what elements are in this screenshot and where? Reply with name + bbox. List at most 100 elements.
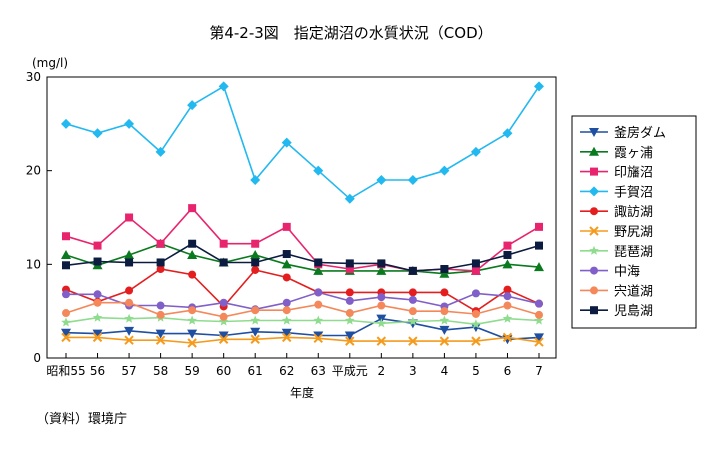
data-point <box>345 288 354 297</box>
legend-swatch-marker <box>590 306 598 315</box>
data-point <box>251 258 260 267</box>
data-point <box>125 213 134 222</box>
data-point <box>125 286 134 295</box>
data-point <box>376 265 387 275</box>
legend-label: 琵琶湖 <box>614 245 653 260</box>
data-point <box>93 298 102 307</box>
x-tick-label: 57 <box>121 364 136 378</box>
data-point <box>503 301 512 310</box>
data-point <box>156 310 165 319</box>
data-point <box>219 298 228 307</box>
data-point <box>218 316 229 326</box>
data-point <box>440 288 449 297</box>
data-point <box>156 258 165 267</box>
data-point <box>440 307 449 316</box>
data-point <box>344 193 355 204</box>
x-tick-label: 昭和55 <box>46 364 85 378</box>
x-tick-label: 7 <box>535 364 543 378</box>
data-point <box>250 249 261 259</box>
data-point <box>439 315 450 325</box>
data-point <box>408 316 418 326</box>
legend-label: 児島湖 <box>614 304 653 319</box>
data-point <box>502 332 513 343</box>
legend-swatch-marker <box>590 167 598 176</box>
data-point <box>314 288 323 297</box>
data-point <box>534 315 544 325</box>
data-point <box>313 315 323 325</box>
data-point <box>408 336 418 346</box>
data-point <box>471 289 480 298</box>
data-point <box>440 265 449 274</box>
data-point <box>124 326 135 336</box>
series-line <box>65 242 540 275</box>
data-point <box>313 331 324 341</box>
data-point <box>125 298 134 307</box>
data-point <box>93 257 102 266</box>
legend-label: 中海 <box>614 265 640 280</box>
data-point <box>62 309 70 318</box>
data-point <box>439 165 450 176</box>
legend-label: 宍道湖 <box>614 284 653 299</box>
data-point <box>188 204 197 213</box>
data-point <box>470 323 481 333</box>
chart-title: 第4-2-3図 指定湖沼の水質状況（COD） <box>209 24 493 42</box>
data-point <box>534 81 544 92</box>
data-point <box>439 268 450 278</box>
data-point <box>92 329 103 339</box>
y-tick-label: 0 <box>33 351 41 365</box>
legend-swatch-marker <box>589 245 599 255</box>
data-point <box>92 312 103 322</box>
y-tick-label: 10 <box>26 257 41 271</box>
data-point <box>376 175 387 186</box>
data-point <box>61 317 71 327</box>
data-point <box>471 336 481 346</box>
data-point <box>250 175 261 186</box>
data-point <box>125 258 134 267</box>
data-point <box>534 333 544 343</box>
legend-swatch-marker <box>589 226 599 236</box>
data-point <box>188 306 197 315</box>
legend-swatch-marker <box>590 207 598 216</box>
series-line <box>65 242 540 272</box>
x-tick-label: 60 <box>216 364 231 378</box>
data-point <box>471 266 480 275</box>
data-point <box>218 81 229 92</box>
data-point <box>282 315 292 325</box>
data-point <box>503 250 512 259</box>
data-point <box>187 100 198 111</box>
data-point <box>251 265 260 274</box>
data-point <box>155 329 166 339</box>
data-point <box>61 332 71 343</box>
data-point <box>187 249 198 259</box>
data-point <box>282 298 291 307</box>
data-point <box>282 222 291 231</box>
data-point <box>345 265 354 274</box>
legend-label: 野尻湖 <box>614 225 653 240</box>
series-line <box>65 301 540 318</box>
data-point <box>377 293 386 302</box>
data-point <box>313 265 324 275</box>
data-point <box>93 241 102 250</box>
data-point <box>313 333 323 344</box>
data-point <box>124 313 134 323</box>
x-tick-label: 4 <box>441 364 449 378</box>
y-axis-unit: (mg/l) <box>32 56 69 70</box>
data-point <box>535 310 543 319</box>
data-point <box>439 325 450 335</box>
data-point <box>535 299 543 308</box>
x-tick-label: 61 <box>248 364 263 378</box>
data-point <box>534 262 544 272</box>
data-point <box>61 328 71 338</box>
legend-label: 釜房ダム <box>614 125 666 141</box>
data-point <box>377 301 386 310</box>
series-line <box>65 317 540 341</box>
data-point <box>534 337 544 347</box>
plot-frame <box>46 76 557 359</box>
data-point <box>408 266 417 275</box>
data-point <box>61 249 71 259</box>
x-tick-label: 3 <box>409 364 417 378</box>
series-line <box>66 291 540 311</box>
data-point <box>124 249 135 259</box>
x-tick-label: 2 <box>378 364 386 378</box>
x-tick-label: 63 <box>311 364 326 378</box>
